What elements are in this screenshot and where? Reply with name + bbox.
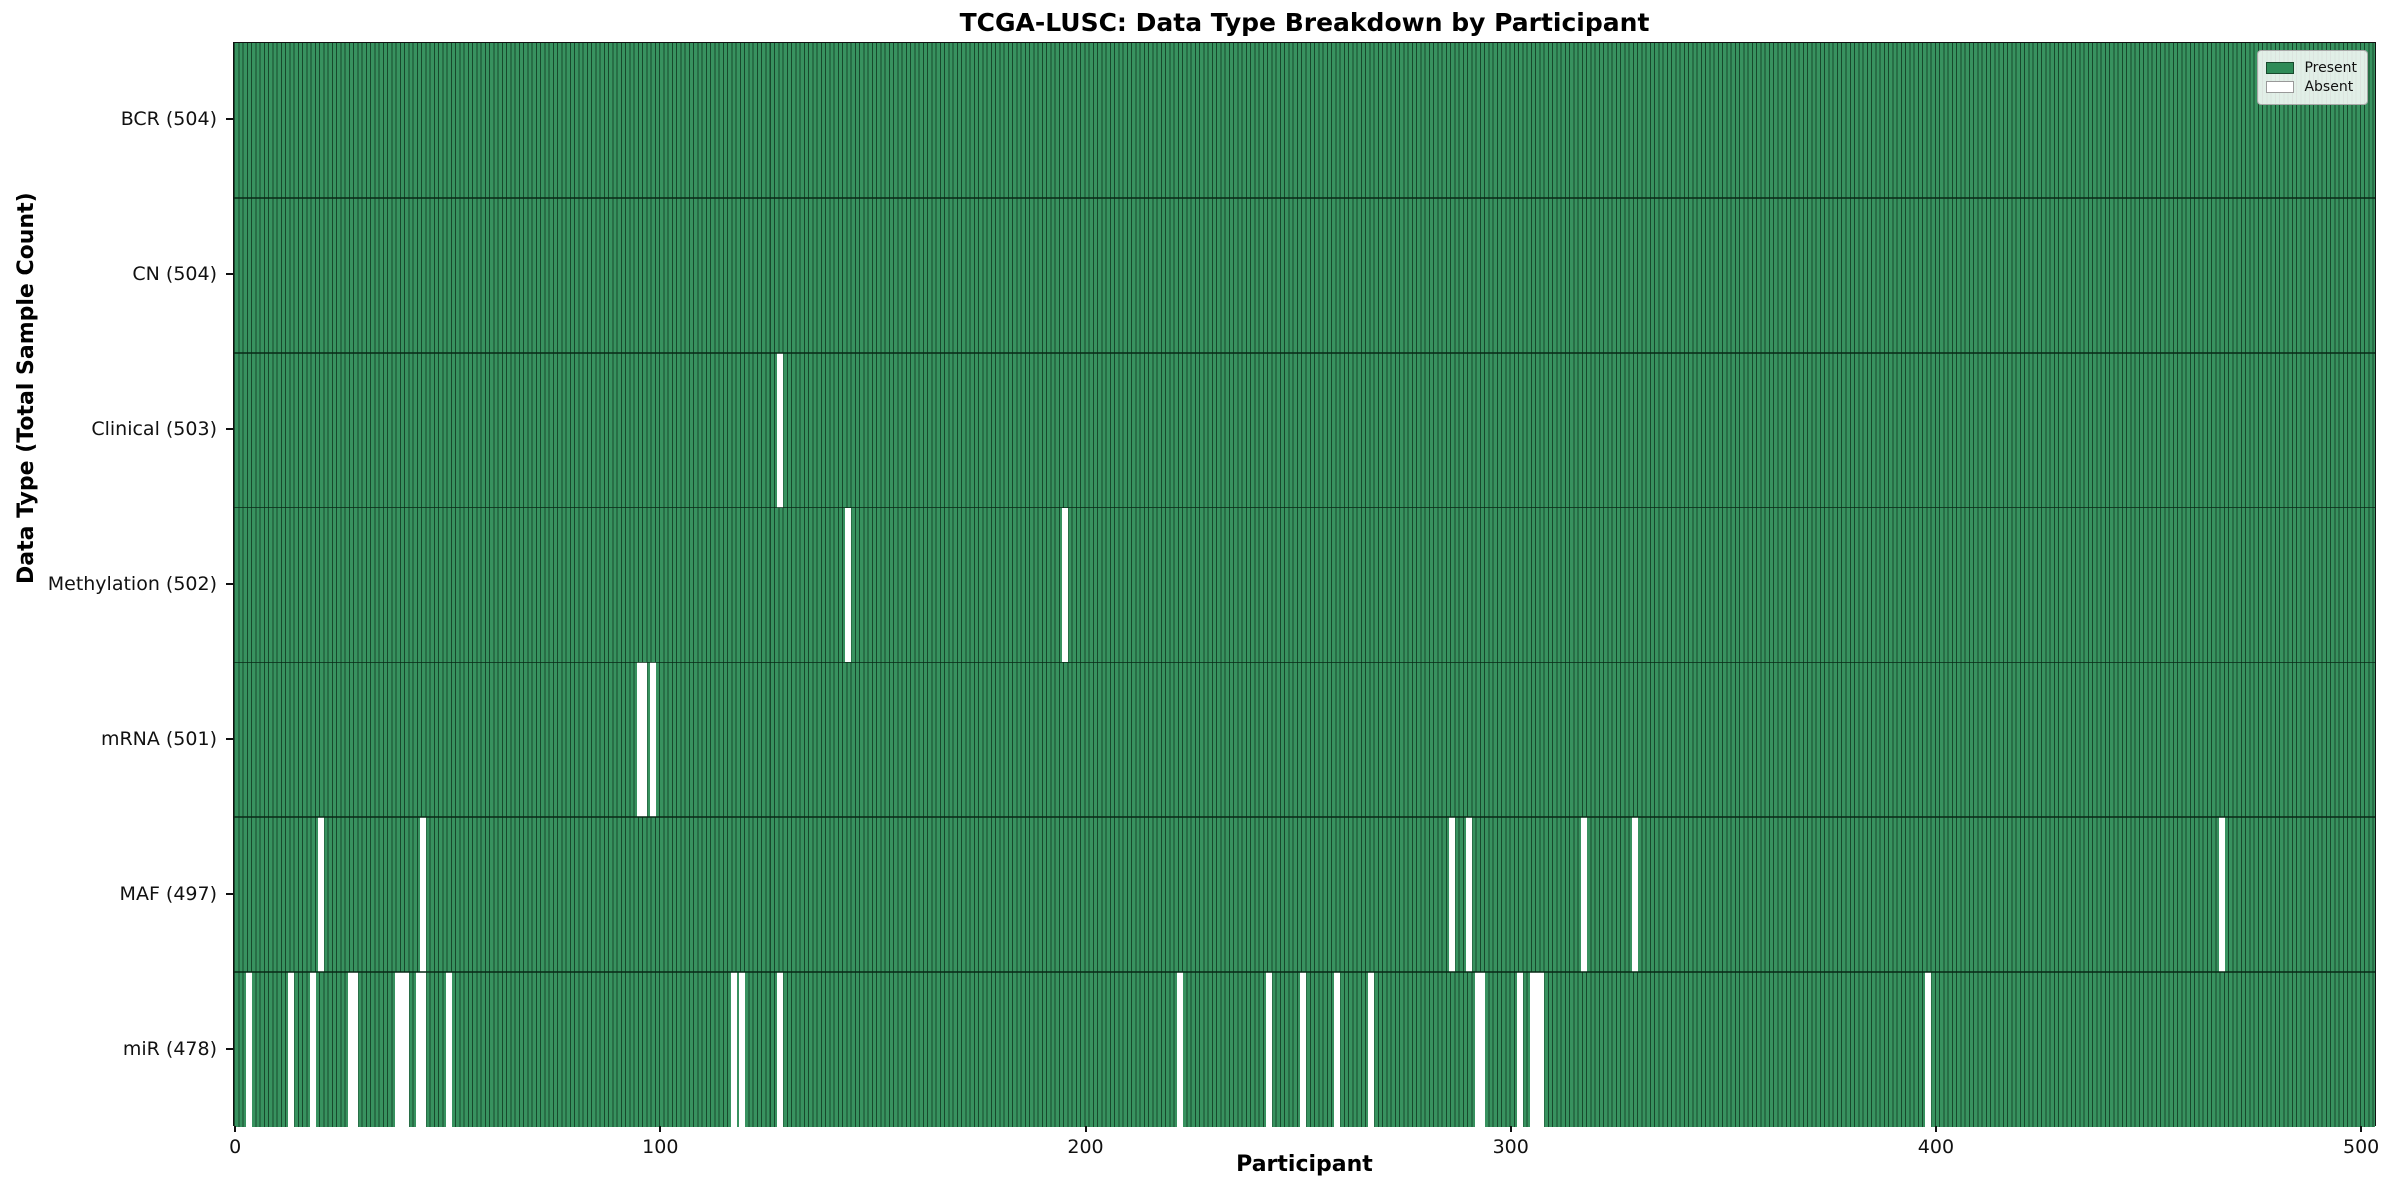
absent-stripe-mRNA-95 <box>637 662 643 818</box>
y-tick-mark <box>226 118 233 121</box>
absent-stripe-miR-306 <box>1534 972 1541 1127</box>
y-tick-label-miR: miR (478) <box>122 1037 217 1060</box>
x-axis-label: Participant <box>1236 1152 1373 1177</box>
y-tick-label-BCR: BCR (504) <box>120 108 217 131</box>
x-tick-label-200: 200 <box>1067 1136 1104 1158</box>
absent-stripe-MAF-44 <box>420 817 427 973</box>
y-tick-mark <box>226 737 233 740</box>
absent-stripe-miR-293 <box>1479 972 1485 1127</box>
plot-area: Present Absent <box>233 42 2376 1127</box>
absent-stripe-mRNA-98 <box>649 662 656 818</box>
legend-entry-present: Present <box>2266 60 2357 76</box>
y-tick-mark <box>226 892 233 895</box>
y-tick-mark <box>226 583 233 585</box>
legend-swatch-absent <box>2266 81 2295 93</box>
absent-stripe-miR-18 <box>309 972 316 1127</box>
absent-stripe-miR-117 <box>730 972 737 1127</box>
absent-stripe-miR-38 <box>394 972 401 1127</box>
row-MAF <box>234 817 2375 973</box>
y-tick-label-mRNA: mRNA (501) <box>100 727 217 750</box>
row-Methylation <box>234 507 2375 663</box>
row-separator <box>234 661 2375 664</box>
legend-label: Absent <box>2304 79 2354 95</box>
y-tick-mark <box>226 273 233 276</box>
row-miR <box>234 972 2375 1127</box>
x-tick-mark <box>1934 1126 1937 1132</box>
y-tick-mark <box>226 428 233 431</box>
absent-stripe-miR-259 <box>1334 972 1341 1127</box>
absent-stripe-miR-292 <box>1474 972 1481 1127</box>
legend-swatch-present <box>2266 62 2295 74</box>
row-separator <box>234 971 2375 973</box>
row-Clinical <box>234 352 2375 508</box>
absent-stripe-miR-39 <box>399 972 405 1127</box>
absent-stripe-miR-307 <box>1538 972 1545 1127</box>
x-tick-label-400: 400 <box>1917 1136 1955 1158</box>
absent-stripe-miR-119 <box>739 972 746 1127</box>
row-separator <box>234 351 2375 354</box>
absent-stripe-Methylation-195 <box>1062 507 1069 663</box>
absent-stripe-miR-398 <box>1925 972 1932 1127</box>
row-CN <box>234 197 2375 353</box>
absent-stripe-miR-40 <box>403 972 410 1127</box>
x-tick-mark <box>234 1126 237 1132</box>
absent-stripe-MAF-329 <box>1632 817 1638 973</box>
absent-stripe-MAF-467 <box>2218 817 2225 973</box>
absent-stripe-MAF-20 <box>318 817 325 973</box>
absent-stripe-miR-222 <box>1177 972 1183 1127</box>
absent-stripe-miR-3 <box>245 972 252 1127</box>
chart-title: TCGA-LUSC: Data Type Breakdown by Partic… <box>959 8 1650 37</box>
absent-stripe-MAF-317 <box>1581 817 1587 973</box>
absent-stripe-miR-267 <box>1368 972 1375 1127</box>
x-tick-label-100: 100 <box>642 1136 679 1158</box>
y-tick-label-Methylation: Methylation (502) <box>47 573 217 595</box>
absent-stripe-miR-43 <box>416 972 422 1127</box>
x-tick-label-300: 300 <box>1492 1136 1529 1158</box>
row-separator <box>234 197 2375 199</box>
absent-stripe-Clinical-128 <box>777 352 784 508</box>
legend-entry-absent: Absent <box>2266 79 2357 95</box>
absent-stripe-miR-251 <box>1300 972 1307 1127</box>
absent-stripe-miR-27 <box>348 972 354 1127</box>
y-tick-label-Clinical: Clinical (503) <box>91 418 217 441</box>
absent-stripe-miR-302 <box>1517 972 1524 1127</box>
absent-stripe-miR-50 <box>445 972 452 1127</box>
absent-stripe-miR-13 <box>288 972 295 1127</box>
x-tick-mark <box>1509 1126 1512 1132</box>
absent-stripe-MAF-290 <box>1466 817 1473 973</box>
absent-stripe-mRNA-96 <box>641 662 648 818</box>
y-tick-label-CN: CN (504) <box>132 263 217 286</box>
absent-stripe-miR-305 <box>1530 972 1536 1127</box>
row-mRNA <box>234 662 2375 818</box>
legend-label: Present <box>2304 60 2357 76</box>
absent-stripe-Methylation-144 <box>845 507 852 663</box>
row-BCR <box>234 43 2375 198</box>
y-tick-label-MAF: MAF (497) <box>119 882 217 905</box>
x-tick-mark <box>659 1126 662 1132</box>
absent-stripe-miR-243 <box>1266 972 1273 1127</box>
row-separator <box>234 816 2375 819</box>
row-separator <box>234 506 2375 509</box>
x-tick-mark <box>2360 1126 2363 1132</box>
absent-stripe-MAF-286 <box>1449 817 1456 973</box>
absent-stripe-miR-28 <box>352 972 359 1127</box>
x-tick-label-500: 500 <box>2342 1136 2380 1158</box>
absent-stripe-miR-128 <box>777 972 784 1127</box>
y-tick-mark <box>226 1047 233 1050</box>
legend: Present Absent <box>2257 50 2368 105</box>
absent-stripe-miR-44 <box>420 972 427 1127</box>
x-tick-mark <box>1084 1126 1087 1132</box>
x-tick-label-0: 0 <box>229 1136 242 1158</box>
